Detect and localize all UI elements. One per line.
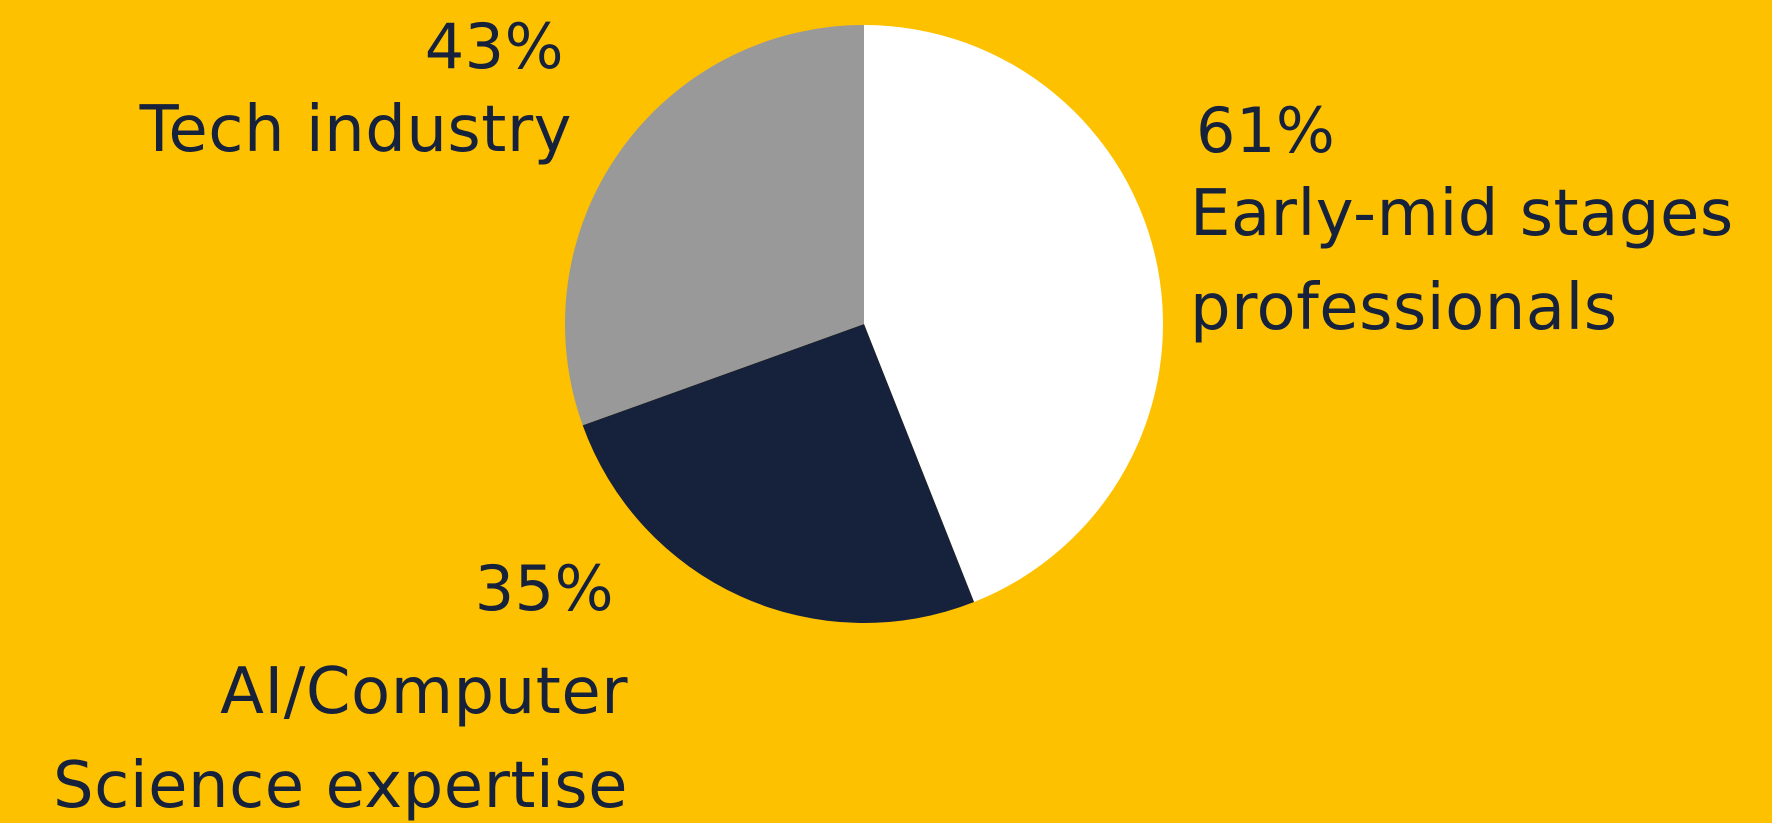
slice-label-early-mid-line1: Early-mid stages xyxy=(1190,177,1734,251)
slice-label-early-mid-line2: professionals xyxy=(1190,271,1618,345)
slice-percent-tech-industry: 43% xyxy=(424,10,564,83)
slice-percent-early-mid: 61% xyxy=(1196,94,1336,167)
slice-label-ai-cs-line2: Science expertise xyxy=(53,749,628,823)
slice-label-tech-industry: Tech industry xyxy=(139,93,572,167)
pie-slice-ai-cs xyxy=(582,324,975,623)
pie-slice-early-mid xyxy=(864,25,1163,603)
slice-percent-ai-cs: 35% xyxy=(474,552,614,625)
slice-label-ai-cs-line1: AI/Computer xyxy=(220,655,628,729)
pie-slice-tech-industry xyxy=(564,25,864,426)
